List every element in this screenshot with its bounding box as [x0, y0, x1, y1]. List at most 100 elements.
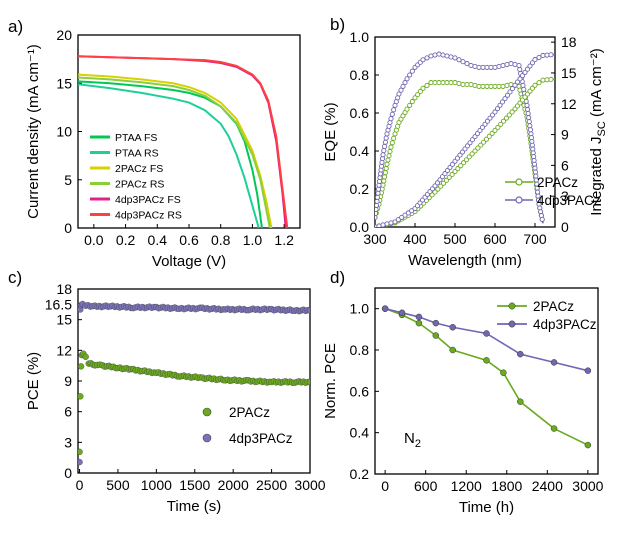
data-point: [456, 81, 462, 87]
data-point: [375, 194, 381, 200]
plot-frame: [374, 287, 599, 475]
legend-label: 2PACz RS: [115, 179, 164, 191]
data-point: [428, 53, 434, 59]
legend-marker: [202, 433, 212, 443]
data-point: [407, 72, 413, 78]
series-line: [78, 76, 271, 228]
data-point: [381, 178, 387, 184]
y-tick-label: 0.6: [350, 105, 370, 121]
data-point: [396, 91, 402, 97]
data-point: [417, 88, 423, 95]
data-point: [466, 154, 472, 160]
data-point: [502, 96, 508, 102]
data-point: [544, 52, 550, 58]
legend-label: 4dp3PACz: [533, 317, 597, 332]
y-tick-label: 0.0: [350, 219, 370, 235]
data-point: [382, 139, 388, 145]
data-point: [436, 51, 442, 57]
data-point: [526, 115, 532, 121]
data-point: [519, 73, 526, 79]
data-point: [512, 82, 518, 88]
data-point: [527, 63, 533, 69]
data-point: [524, 102, 530, 108]
y-tick-label: 20: [56, 27, 72, 43]
data-point: [492, 64, 498, 70]
data-point: [525, 106, 531, 113]
data-point: [375, 224, 378, 227]
data-point: [532, 169, 538, 175]
y-tick-label: 0.4: [350, 425, 370, 441]
x-axis-label: Voltage (V): [152, 253, 226, 270]
data-point: [584, 441, 592, 449]
data-point: [384, 161, 390, 167]
data-point: [449, 171, 455, 178]
panel-label: c): [8, 268, 22, 287]
annotation-sub: 2: [415, 438, 421, 450]
data-point: [495, 124, 501, 130]
data-point: [384, 221, 390, 227]
y-tick-label: 18: [56, 281, 72, 297]
x-tick-label: 1200: [451, 478, 482, 494]
data-point: [375, 186, 382, 192]
data-point: [306, 378, 310, 386]
x-tick-label: 500: [443, 231, 467, 247]
data-point: [449, 324, 456, 331]
data-point: [516, 62, 522, 69]
data-point: [520, 82, 526, 88]
data-point: [464, 61, 470, 67]
data-point: [508, 61, 514, 67]
data-point: [504, 82, 510, 88]
data-point: [449, 346, 456, 354]
panel-c: c) 0 500 1000 1500 2000 2500 3000 0 3 6 9 12 15 1816.5…: [8, 268, 326, 515]
data-point: [507, 89, 513, 95]
data-point: [383, 165, 389, 172]
data-point: [375, 202, 380, 208]
series-4dp3pacz-rs: [78, 55, 289, 228]
data-point: [478, 142, 484, 148]
data-point: [469, 151, 475, 157]
y-tick-label: 0.8: [350, 67, 370, 83]
x-tick-label: 2000: [218, 477, 249, 493]
data-point: [472, 63, 478, 69]
data-point: [452, 80, 458, 86]
series-integrated-jsc-3: [375, 52, 555, 227]
data-point: [481, 139, 487, 145]
data-point: [441, 180, 447, 186]
data-point: [468, 81, 474, 88]
data-point: [468, 62, 474, 69]
y2-axis-label-main: Integrated J: [588, 136, 605, 215]
data-point: [440, 52, 446, 58]
y2-tick-label: 3: [561, 188, 569, 204]
panel-label: d): [330, 268, 345, 287]
legend-marker: [515, 178, 523, 186]
plot-area: [78, 55, 289, 228]
data-point: [388, 220, 394, 226]
x-axis-label: Time (h): [459, 499, 514, 516]
data-point: [517, 398, 524, 405]
data-point: [386, 153, 392, 159]
legend-label: 2PACz: [229, 405, 270, 420]
data-point: [409, 99, 415, 105]
data-point: [483, 357, 490, 364]
data-point: [548, 76, 554, 83]
data-point: [375, 190, 381, 196]
data-point: [380, 222, 386, 227]
legend-label: 2PACz FS: [115, 163, 163, 175]
y-axis-label: Norm. PCE: [322, 343, 339, 419]
data-point: [400, 83, 406, 89]
data-point: [446, 174, 452, 180]
data-point: [435, 186, 441, 192]
y2-tick-label: 6: [561, 157, 569, 173]
data-point: [402, 80, 408, 86]
data-point: [527, 127, 533, 133]
data-point: [504, 62, 510, 68]
data-point: [424, 55, 430, 61]
y-tick-label: 0: [64, 465, 72, 481]
data-point: [494, 106, 501, 112]
x-tick-label: 600: [483, 231, 507, 247]
y-axis-label: Current density (mA cm⁻¹): [25, 44, 42, 219]
x-tick-label: 300: [363, 231, 387, 247]
panel-label: b): [330, 15, 345, 34]
plot-frame: [374, 36, 556, 228]
data-point: [456, 57, 462, 63]
